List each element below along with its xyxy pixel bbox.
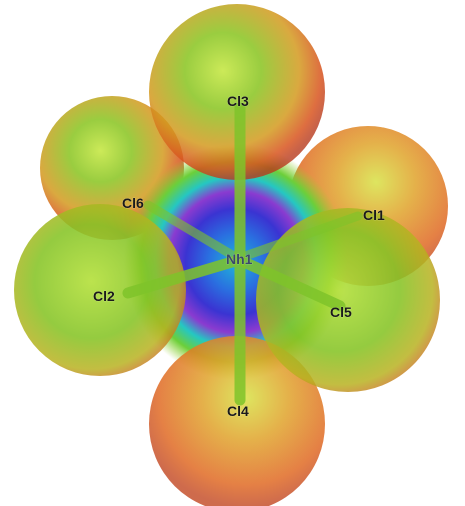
bond-cl5 <box>238 256 346 312</box>
ligand-sphere-cl2 <box>14 204 186 376</box>
bond-cl6 <box>143 200 237 260</box>
bond-cl2 <box>122 256 238 299</box>
center-atom-label: Nh1 <box>226 251 253 267</box>
ligand-sphere-cl4 <box>149 336 325 506</box>
ligand-label-cl6: Cl6 <box>122 195 144 211</box>
bonds <box>122 102 363 406</box>
ligand-sphere-cl5 <box>256 208 440 392</box>
bond-cl1 <box>243 211 363 260</box>
ligand-label-cl3: Cl3 <box>227 93 249 109</box>
ligand-label-cl1: Cl1 <box>363 207 385 223</box>
ligand-label-cl4: Cl4 <box>227 403 249 419</box>
ligand-sphere-cl3 <box>149 4 325 180</box>
ligand-label-cl2: Cl2 <box>93 288 115 304</box>
ligand-label-cl5: Cl5 <box>330 304 352 320</box>
